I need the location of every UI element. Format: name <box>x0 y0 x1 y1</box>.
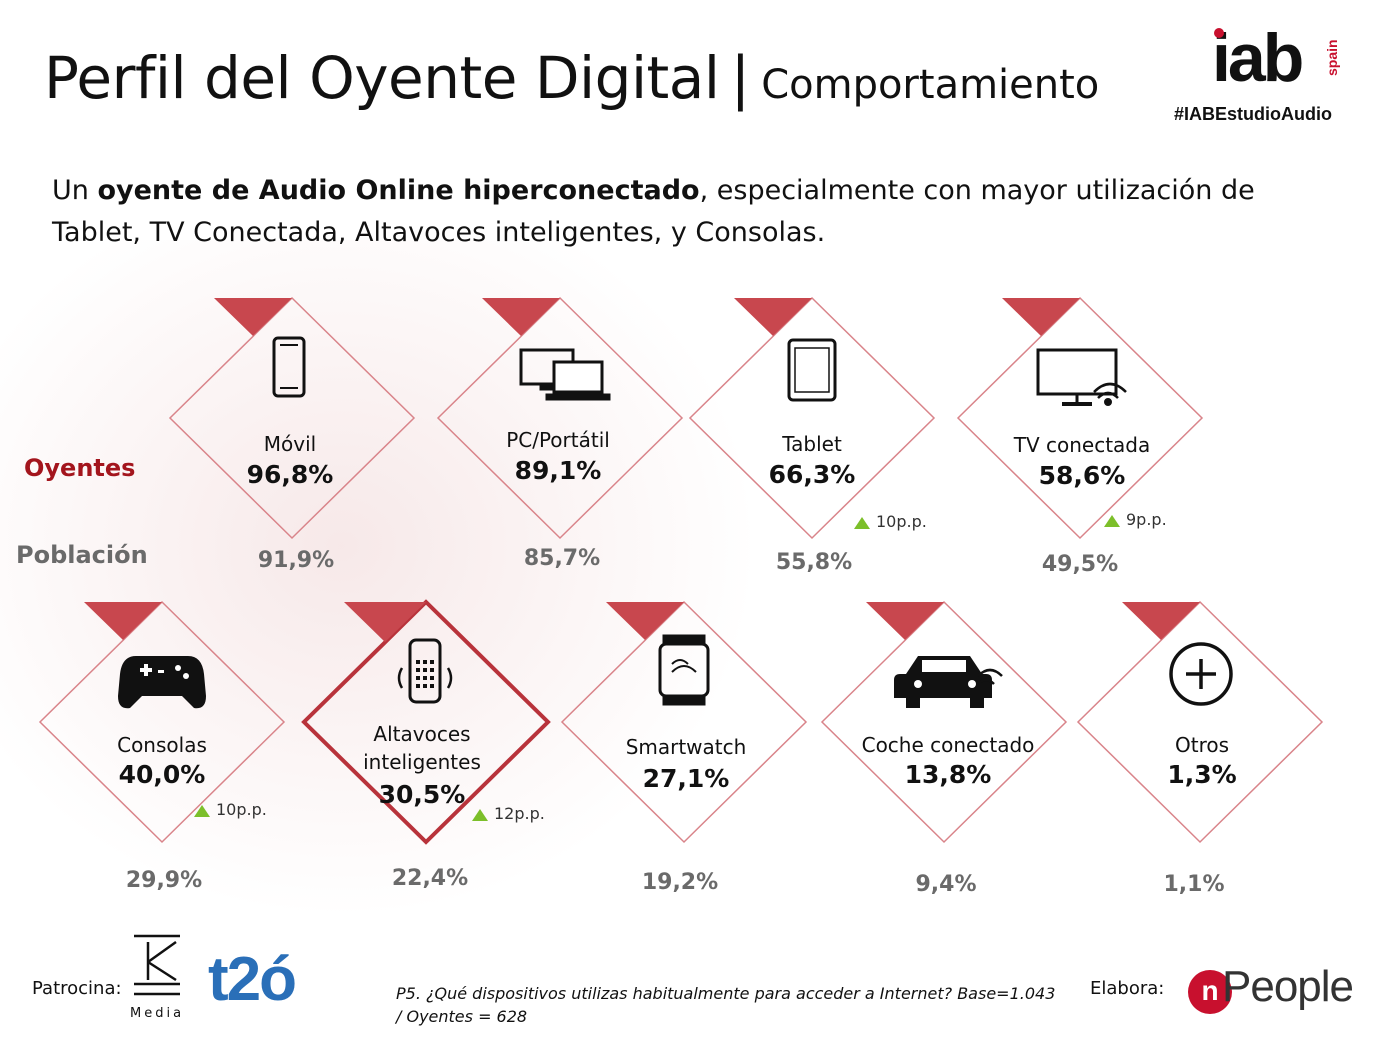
device-population-pc: 85,7% <box>523 546 601 571</box>
device-population-otros: 1,1% <box>1163 872 1225 897</box>
row-label-population: Población <box>16 541 148 569</box>
title-separator: | <box>730 44 751 112</box>
delta-badge-consolas: 10p.p. <box>194 800 267 819</box>
plus-circle-icon <box>1169 642 1233 706</box>
connected-tv-icon <box>1036 348 1127 406</box>
up-arrow-icon <box>1104 515 1120 527</box>
iab-logo-dot <box>1214 28 1224 38</box>
people-logo-word: People <box>1222 962 1354 1011</box>
device-listeners-coche: 13,8% <box>904 760 992 789</box>
sponsor-label: Patrocina: <box>32 978 122 999</box>
diamond-coche <box>820 600 1068 844</box>
people-logo-mark: n <box>1188 970 1232 1014</box>
intro-rest: , especialmente con mayor utilización de… <box>52 175 1255 248</box>
delta-badge-tablet: 10p.p. <box>854 512 927 531</box>
intro-text: Un oyente de Audio Online hiperconectado… <box>52 170 1292 254</box>
delta-badge-tv: 9p.p. <box>1104 510 1167 529</box>
title-subtitle: Comportamiento <box>761 62 1100 108</box>
hashtag: #IABEstudioAudio <box>1174 104 1332 124</box>
device-listeners-tablet: 66,3% <box>768 460 856 489</box>
title-main: Perfil del Oyente Digital <box>44 44 720 112</box>
delta-value-tv: 9p.p. <box>1126 510 1167 529</box>
device-population-consolas: 29,9% <box>125 868 203 893</box>
device-name-otros: Otros <box>1174 733 1230 757</box>
kmedia-logo: Media <box>130 934 184 1024</box>
delta-value-consolas: 10p.p. <box>216 800 267 819</box>
up-arrow-icon <box>854 517 870 529</box>
page-title: Perfil del Oyente Digital | Comportamien… <box>44 44 1099 112</box>
device-population-coche: 9,4% <box>915 872 977 897</box>
people-logo: n People <box>1188 962 1358 1022</box>
device-name-coche: Coche conectado <box>861 733 1035 757</box>
intro-bold: oyente de Audio Online hiperconectado <box>97 175 700 206</box>
device-name-tv: TV conectada <box>1013 433 1151 457</box>
device-name-altavoces: Altavoces inteligentes <box>363 722 481 774</box>
delta-value-altavoces: 12p.p. <box>494 804 545 823</box>
up-arrow-icon <box>472 809 488 821</box>
connected-car-icon <box>894 656 1003 708</box>
device-listeners-tv: 58,6% <box>1038 461 1126 490</box>
device-listeners-smartwatch: 27,1% <box>642 764 730 793</box>
made-by-label: Elabora: <box>1090 978 1165 999</box>
intro-prefix: Un <box>52 175 98 206</box>
device-listeners-pc: 89,1% <box>514 456 602 485</box>
device-population-smartwatch: 19,2% <box>641 870 719 895</box>
device-name-pc: PC/Portátil <box>506 428 610 452</box>
device-name-consolas: Consolas <box>117 733 207 757</box>
up-arrow-icon <box>194 805 210 817</box>
delta-badge-altavoces: 12p.p. <box>472 804 545 823</box>
device-population-tv: 49,5% <box>1041 552 1119 577</box>
kmedia-mark-icon <box>134 934 180 996</box>
device-name-tablet: Tablet <box>782 432 842 456</box>
iab-spain-logo: iab spain <box>1206 18 1356 98</box>
device-listeners-otros: 1,3% <box>1167 760 1237 789</box>
iab-logo-country: spain <box>1324 39 1340 76</box>
tablet-icon <box>787 338 837 402</box>
row-label-listeners: Oyentes <box>24 454 136 482</box>
device-population-movil: 91,9% <box>257 548 335 573</box>
device-listeners-movil: 96,8% <box>246 460 334 489</box>
iab-logo-word: iab <box>1212 20 1304 96</box>
diamond-otros <box>1076 600 1324 844</box>
kmedia-text: Media <box>130 1006 185 1021</box>
device-population-altavoces: 22,4% <box>391 866 469 891</box>
device-name-movil: Móvil <box>263 432 317 456</box>
device-name-smartwatch: Smartwatch <box>625 735 747 759</box>
background-photo-wash <box>0 240 760 920</box>
t2o-logo: t2ó <box>208 945 297 1014</box>
device-listeners-altavoces: 30,5% <box>378 780 466 809</box>
diamond-tv <box>956 296 1204 540</box>
device-listeners-consolas: 40,0% <box>118 760 206 789</box>
delta-value-tablet: 10p.p. <box>876 512 927 531</box>
device-population-tablet: 55,8% <box>775 550 853 575</box>
question-footnote: P5. ¿Qué dispositivos utilizas habitualm… <box>396 984 1056 1026</box>
